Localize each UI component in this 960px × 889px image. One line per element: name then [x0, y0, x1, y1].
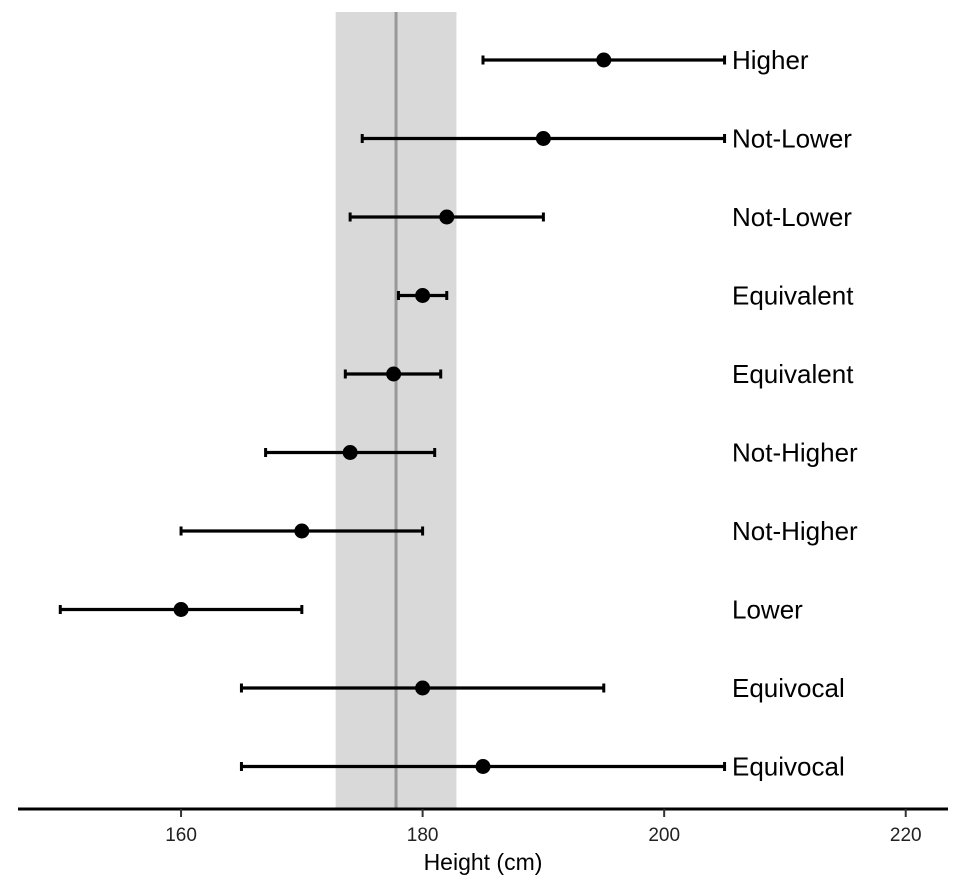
row-label: Higher — [732, 45, 809, 75]
row-label: Not-Higher — [732, 438, 858, 468]
interval-row: Equivalent — [396, 281, 854, 311]
interval-row: Equivalent — [343, 359, 854, 389]
row-label: Equivalent — [732, 359, 854, 389]
estimate-point — [415, 680, 431, 696]
row-label: Lower — [732, 595, 803, 625]
x-tick-label: 160 — [165, 825, 197, 846]
interval-rows: Higher Not-Lower Not-Lower Equivalent Equiva… — [58, 45, 858, 782]
interval-row: Lower — [58, 595, 803, 625]
estimate-point — [386, 366, 402, 382]
row-label: Not-Lower — [732, 124, 852, 154]
estimate-point — [439, 209, 455, 225]
interval-row: Higher — [481, 45, 809, 75]
estimate-point — [475, 759, 491, 774]
interval-row: Not-Higher — [179, 516, 858, 546]
estimate-point — [415, 288, 431, 303]
estimate-point — [535, 131, 551, 146]
x-tick-label: 180 — [407, 825, 439, 846]
x-axis-ticks: 160 180 200 220 — [165, 809, 922, 846]
estimate-point — [294, 523, 310, 539]
interval-row: Not-Higher — [264, 438, 858, 468]
estimate-point — [342, 445, 358, 460]
row-label: Equivocal — [732, 752, 845, 782]
row-label: Equivocal — [732, 673, 845, 703]
reference-layer — [335, 12, 457, 809]
x-tick-label: 220 — [890, 825, 922, 846]
x-tick-label: 200 — [648, 825, 680, 846]
row-label: Not-Higher — [732, 516, 858, 546]
row-label: Equivalent — [732, 281, 854, 311]
row-label: Not-Lower — [732, 202, 852, 232]
x-axis: 160 180 200 220 Height (cm) — [18, 807, 948, 875]
interval-row: Not-Lower — [360, 124, 852, 154]
interval-row: Not-Lower — [348, 202, 852, 232]
interval-row: Equivocal — [239, 752, 845, 782]
interval-row: Equivocal — [239, 673, 845, 703]
estimate-point — [596, 52, 612, 68]
estimate-point — [173, 602, 189, 617]
x-axis-title: Height (cm) — [424, 849, 543, 875]
